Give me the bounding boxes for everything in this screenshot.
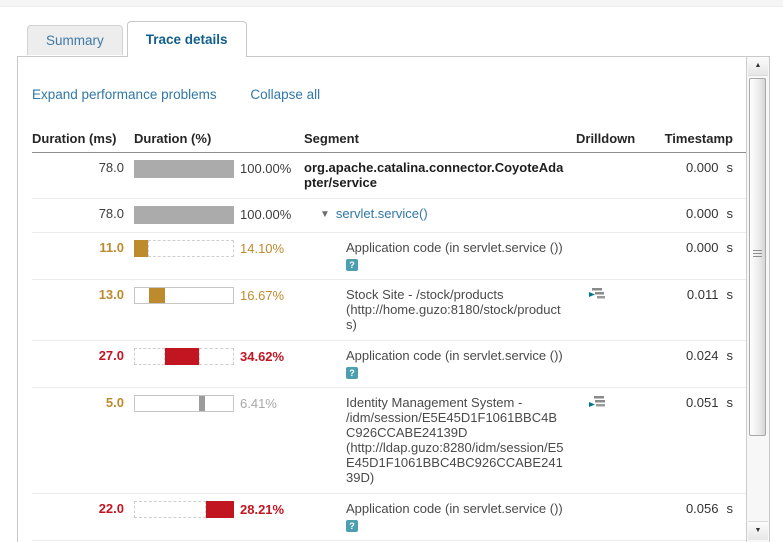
timestamp-unit: s [726,287,734,302]
duration-bar [134,501,234,518]
duration-bar [134,287,234,304]
duration-ms-value: 5.0 [105,395,124,410]
timestamp-value: 0.024 [685,348,719,363]
toolbar: Expand performance problems Collapse all [32,87,746,102]
timestamp-unit: s [726,348,734,363]
timestamp-unit: s [726,395,734,410]
header-timestamp: Timestamp [664,131,733,146]
duration-pct-value: 14.10% [240,241,285,256]
timestamp-value: 0.000 [685,240,719,255]
scrollbar-thumb[interactable] [749,78,766,436]
scroll-up-button[interactable]: ▲ [748,57,768,76]
header-segment: Segment [304,131,359,146]
table-header-row: Duration (ms) Duration (%) Segment Drill… [32,128,746,153]
table-row: 11.0 14.10% Application code (in servlet… [32,233,746,280]
tab-bar: Summary Trace details [27,21,247,57]
collapse-toggle-icon[interactable]: ▼ [320,209,330,220]
table-row: 78.0 100.00% ▼ servlet.service() 0.000 s [32,199,746,233]
timestamp-value: 0.000 [685,160,719,175]
timestamp-value: 0.000 [685,206,719,221]
segment-text: org.apache.catalina.connector.CoyoteAdap… [304,160,564,190]
help-icon[interactable]: ? [346,367,358,379]
duration-pct-value: 6.41% [240,396,277,411]
help-icon[interactable]: ? [346,259,358,271]
table-row: 13.0 16.67% Stock Site - /stock/products… [32,280,746,341]
table-row: 78.0 100.00% org.apache.catalina.connect… [32,153,746,199]
duration-pct-value: 16.67% [240,288,285,303]
tab-trace-details[interactable]: Trace details [126,21,247,57]
panel-content: Expand performance problems Collapse all… [18,57,746,542]
vertical-scrollbar[interactable]: ▲ ▼ [746,57,769,542]
timestamp-value: 0.056 [685,501,719,516]
segment-text: Application code (in servlet.service ()) [346,501,563,516]
scroll-down-button[interactable]: ▼ [748,521,768,540]
duration-ms-value: 11.0 [99,240,124,255]
segment-link[interactable]: servlet.service() [335,206,428,221]
duration-pct-value: 34.62% [240,349,285,364]
timestamp-unit: s [726,240,734,255]
duration-ms-value: 13.0 [98,287,124,302]
duration-bar [134,240,234,257]
timestamp-value: 0.011 [686,287,719,302]
table-row: 27.0 34.62% Application code (in servlet… [32,341,746,388]
segment-text: Stock Site - /stock/products (http://hom… [346,287,561,332]
trace-table: Duration (ms) Duration (%) Segment Drill… [32,128,746,541]
header-duration-ms: Duration (ms) [32,131,117,146]
duration-bar [134,206,234,224]
timestamp-unit: s [726,206,734,221]
scrollbar-grip [753,249,762,259]
duration-pct-value: 28.21% [240,502,285,517]
help-icon[interactable]: ? [346,520,358,532]
timestamp-unit: s [726,501,734,516]
table-row: 22.0 28.21% Application code (in servlet… [32,494,746,541]
duration-ms-value: 22.0 [98,501,124,516]
top-strip [0,0,783,7]
table-row: 5.0 6.41% Identity Management System - /… [32,388,746,494]
expand-performance-problems-link[interactable]: Expand performance problems [32,87,217,102]
drilldown-icon[interactable] [589,395,606,413]
duration-bar [134,160,234,178]
header-drilldown: Drilldown [576,131,636,146]
segment-text: Application code (in servlet.service ()) [346,348,563,363]
timestamp-unit: s [726,160,734,175]
duration-bar [134,348,234,365]
timestamp-value: 0.051 [685,395,719,410]
duration-ms-value: 78.0 [98,160,124,175]
duration-ms-value: 78.0 [98,206,124,221]
duration-bar [134,395,234,412]
header-duration-pct: Duration (%) [134,131,212,146]
drilldown-icon[interactable] [589,287,606,305]
segment-text: Identity Management System - /idm/sessio… [346,395,564,485]
duration-pct-value: 100.00% [240,207,292,222]
collapse-all-link[interactable]: Collapse all [250,87,321,102]
tab-summary[interactable]: Summary [27,25,123,55]
duration-ms-value: 27.0 [98,348,124,363]
trace-details-panel: Expand performance problems Collapse all… [17,56,770,542]
duration-pct-value: 100.00% [240,161,292,176]
segment-text: Application code (in servlet.service ()) [346,240,563,255]
